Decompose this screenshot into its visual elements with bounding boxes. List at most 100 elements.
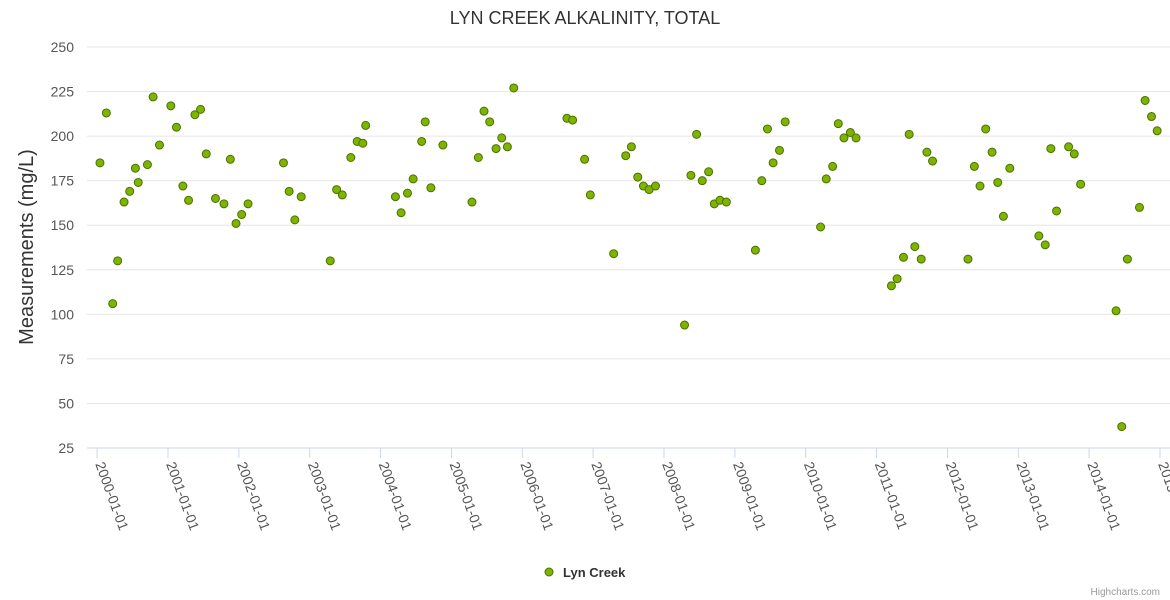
data-point[interactable] <box>426 183 436 193</box>
legend[interactable]: Lyn Creek <box>544 565 626 580</box>
data-point[interactable] <box>467 197 477 207</box>
data-point[interactable] <box>210 193 220 203</box>
data-point[interactable] <box>898 252 908 262</box>
data-point[interactable] <box>1111 306 1121 316</box>
data-point[interactable] <box>95 158 105 168</box>
data-point[interactable] <box>325 256 335 266</box>
data-point[interactable] <box>1005 163 1015 173</box>
data-point[interactable] <box>420 117 430 127</box>
data-point[interactable] <box>438 140 448 150</box>
data-point[interactable] <box>1034 231 1044 241</box>
data-point[interactable] <box>1122 254 1132 264</box>
data-point[interactable] <box>904 129 914 139</box>
data-point[interactable] <box>142 160 152 170</box>
data-point[interactable] <box>125 186 135 196</box>
data-point[interactable] <box>922 147 932 157</box>
data-point[interactable] <box>704 167 714 177</box>
data-point[interactable] <box>928 156 938 166</box>
data-point[interactable] <box>113 256 123 266</box>
data-point[interactable] <box>408 174 418 184</box>
data-point[interactable] <box>332 185 342 195</box>
data-point[interactable] <box>225 154 235 164</box>
data-point[interactable] <box>491 144 501 154</box>
data-point[interactable] <box>1140 95 1150 105</box>
data-point[interactable] <box>346 152 356 162</box>
data-point[interactable] <box>166 101 176 111</box>
data-point[interactable] <box>119 197 129 207</box>
data-point[interactable] <box>473 152 483 162</box>
data-point[interactable] <box>762 124 772 134</box>
data-point[interactable] <box>892 274 902 284</box>
data-point[interactable] <box>196 104 206 114</box>
data-point[interactable] <box>1117 422 1127 432</box>
data-point[interactable] <box>969 161 979 171</box>
data-point[interactable] <box>981 124 991 134</box>
data-point[interactable] <box>845 128 855 138</box>
data-point[interactable] <box>361 120 371 130</box>
data-point[interactable] <box>816 222 826 232</box>
data-point[interactable] <box>154 140 164 150</box>
data-point[interactable] <box>886 281 896 291</box>
data-point[interactable] <box>680 320 690 330</box>
data-point[interactable] <box>774 145 784 155</box>
data-point[interactable] <box>290 215 300 225</box>
data-point[interactable] <box>916 254 926 264</box>
data-point[interactable] <box>851 133 861 143</box>
data-point[interactable] <box>633 172 643 182</box>
data-point[interactable] <box>692 129 702 139</box>
data-point[interactable] <box>833 119 843 129</box>
data-point[interactable] <box>568 115 578 125</box>
data-point[interactable] <box>237 210 247 220</box>
data-point[interactable] <box>609 249 619 259</box>
data-point[interactable] <box>987 147 997 157</box>
data-point[interactable] <box>910 242 920 252</box>
data-point[interactable] <box>219 199 229 209</box>
data-point[interactable] <box>243 199 253 209</box>
data-point[interactable] <box>479 106 489 116</box>
data-point[interactable] <box>1064 142 1074 152</box>
data-point[interactable] <box>278 158 288 168</box>
data-point[interactable] <box>148 92 158 102</box>
data-point[interactable] <box>1134 202 1144 212</box>
data-point[interactable] <box>509 83 519 93</box>
data-point[interactable] <box>1076 179 1086 189</box>
data-point[interactable] <box>975 181 985 191</box>
data-point[interactable] <box>697 176 707 186</box>
data-point[interactable] <box>337 190 347 200</box>
data-point[interactable] <box>101 108 111 118</box>
data-point[interactable] <box>626 142 636 152</box>
data-point[interactable] <box>390 192 400 202</box>
data-point[interactable] <box>133 177 143 187</box>
data-point[interactable] <box>580 154 590 164</box>
data-point[interactable] <box>296 192 306 202</box>
data-point[interactable] <box>839 133 849 143</box>
credits-link[interactable]: Highcharts.com <box>1091 587 1160 598</box>
data-point[interactable] <box>686 170 696 180</box>
data-point[interactable] <box>284 186 294 196</box>
data-point[interactable] <box>502 142 512 152</box>
data-point[interactable] <box>358 138 368 148</box>
data-point[interactable] <box>178 181 188 191</box>
data-point[interactable] <box>757 176 767 186</box>
data-point[interactable] <box>1040 240 1050 250</box>
data-point[interactable] <box>963 254 973 264</box>
data-point[interactable] <box>417 136 427 146</box>
data-point[interactable] <box>1152 126 1162 136</box>
data-point[interactable] <box>171 122 181 132</box>
data-point[interactable] <box>780 117 790 127</box>
data-point[interactable] <box>497 133 507 143</box>
data-point[interactable] <box>821 174 831 184</box>
data-point[interactable] <box>485 117 495 127</box>
data-point[interactable] <box>130 163 140 173</box>
data-point[interactable] <box>201 149 211 159</box>
data-point[interactable] <box>721 197 731 207</box>
data-point[interactable] <box>396 208 406 218</box>
data-point[interactable] <box>621 151 631 161</box>
data-point[interactable] <box>768 158 778 168</box>
data-point[interactable] <box>402 188 412 198</box>
data-point[interactable] <box>1146 112 1156 122</box>
legend-item-lyn-creek[interactable]: Lyn Creek <box>563 565 626 580</box>
data-point[interactable] <box>998 211 1008 221</box>
data-point[interactable] <box>1046 144 1056 154</box>
data-point[interactable] <box>108 299 118 309</box>
